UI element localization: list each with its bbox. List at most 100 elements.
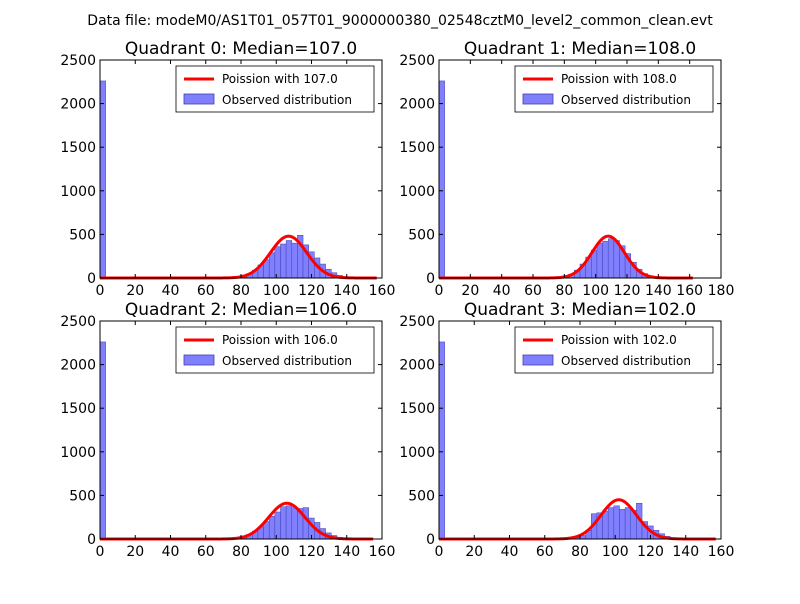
- x-tick-label: 40: [493, 283, 511, 299]
- x-tick-label: 140: [672, 544, 699, 560]
- x-tick-label: 40: [162, 544, 180, 560]
- histogram-bar: [624, 507, 632, 540]
- poisson-line: [99, 234, 378, 280]
- x-tick-label: 40: [501, 544, 519, 560]
- x-tick-label: 140: [333, 283, 360, 299]
- x-tick-label: 20: [126, 283, 144, 299]
- y-tick-label: 500: [408, 227, 435, 243]
- y-tick-label: 1500: [399, 140, 435, 156]
- histogram-bar: [596, 242, 603, 279]
- x-tick-label: 160: [369, 283, 396, 299]
- histogram-bar: [285, 240, 293, 279]
- histogram-bar: [302, 507, 309, 540]
- y-tick-label: 1500: [60, 140, 96, 156]
- axes-frame: [438, 59, 722, 279]
- x-tick-label: 120: [614, 283, 641, 299]
- y-tick-label: 2000: [60, 97, 96, 113]
- x-tick-label: 100: [263, 283, 290, 299]
- subplot-quadrant-1: 0 20 40 60 80 100 120 140 160 180 0 500 1000 1500 2000…: [399, 39, 734, 299]
- histogram-bar: [619, 509, 626, 540]
- y-tick-label: 2000: [399, 358, 435, 374]
- legend-label-observed: Observed distribution: [222, 93, 352, 107]
- x-tick-label: 40: [162, 283, 180, 299]
- x-tick-label: 0: [435, 544, 444, 560]
- y-tick-label: 2500: [399, 314, 435, 330]
- legend-label-observed: Observed distribution: [561, 93, 691, 107]
- x-tick-label: 140: [333, 544, 360, 560]
- histogram-bar: [291, 507, 298, 540]
- x-tick-label: 160: [708, 544, 735, 560]
- histogram-bar: [291, 242, 298, 279]
- x-tick-label: 120: [637, 544, 664, 560]
- poisson-line: [99, 501, 374, 541]
- x-tick-label: 60: [524, 283, 542, 299]
- legend-label-poisson: Poission with 106.0: [222, 333, 338, 347]
- y-tick-label: 1500: [399, 401, 435, 417]
- histogram-bar: [607, 238, 615, 279]
- legend-label-observed: Observed distribution: [561, 354, 691, 368]
- x-tick-label: 60: [536, 544, 554, 560]
- y-tick-label: 2500: [60, 314, 96, 330]
- poisson-line: [438, 234, 694, 280]
- legend-label-poisson: Poission with 102.0: [561, 333, 677, 347]
- histogram-bar: [99, 341, 106, 540]
- subplot-title: Quadrant 1: Median=108.0: [464, 39, 696, 59]
- histogram-bar: [438, 80, 445, 279]
- subplot-title: Quadrant 0: Median=107.0: [125, 39, 357, 59]
- x-tick-label: 160: [369, 544, 396, 560]
- legend: Poission with 102.0 Observed distribution: [514, 326, 714, 374]
- x-tick-label: 100: [602, 544, 629, 560]
- y-tick-label: 2000: [60, 358, 96, 374]
- y-tick-label: 500: [69, 488, 96, 504]
- y-tick-label: 1000: [399, 445, 435, 461]
- x-tick-label: 60: [197, 544, 215, 560]
- subplot-title: Quadrant 3: Median=102.0: [464, 300, 696, 320]
- histogram-bar: [607, 507, 615, 540]
- histogram-bar: [280, 506, 287, 540]
- y-tick-label: 500: [408, 488, 435, 504]
- y-tick-label: 0: [87, 532, 96, 548]
- histogram-bar: [285, 505, 293, 540]
- y-tick-label: 1000: [60, 445, 96, 461]
- x-tick-label: 60: [197, 283, 215, 299]
- legend: Poission with 106.0 Observed distribution: [175, 326, 375, 374]
- x-tick-label: 0: [96, 283, 105, 299]
- x-tick-label: 80: [555, 283, 573, 299]
- legend-label-observed: Observed distribution: [222, 354, 352, 368]
- y-tick-label: 0: [426, 532, 435, 548]
- y-tick-label: 1500: [60, 401, 96, 417]
- x-tick-label: 100: [263, 544, 290, 560]
- legend-bar-swatch: [183, 354, 215, 366]
- subplot-quadrant-2: 0 20 40 60 80 100 120 140 160 0 500 1000 1500 2000 250…: [60, 300, 395, 560]
- legend: Poission with 108.0 Observed distribution: [514, 65, 714, 113]
- y-tick-label: 0: [426, 271, 435, 287]
- x-tick-label: 160: [676, 283, 703, 299]
- histogram-bar: [274, 246, 281, 279]
- y-tick-label: 2500: [399, 53, 435, 69]
- x-tick-label: 140: [645, 283, 672, 299]
- histogram-bar: [280, 243, 287, 279]
- subplot-quadrant-0: 0 20 40 60 80 100 120 140 160 0 500 1000 1500 2000 250…: [60, 39, 395, 299]
- histogram-bar: [268, 252, 276, 279]
- legend: Poission with 107.0 Observed distribution: [175, 65, 375, 113]
- x-tick-label: 0: [96, 544, 105, 560]
- legend-label-poisson: Poission with 108.0: [561, 72, 677, 86]
- histogram-bar: [99, 80, 106, 279]
- x-tick-label: 80: [571, 544, 589, 560]
- x-tick-label: 20: [126, 544, 144, 560]
- x-tick-label: 120: [298, 283, 325, 299]
- x-tick-label: 20: [461, 283, 479, 299]
- y-tick-label: 500: [69, 227, 96, 243]
- y-tick-label: 1000: [60, 184, 96, 200]
- histogram-bar: [268, 516, 276, 540]
- poisson-line: [438, 498, 717, 541]
- histogram-bar: [602, 510, 609, 540]
- x-tick-label: 20: [465, 544, 483, 560]
- y-tick-label: 0: [87, 271, 96, 287]
- y-tick-label: 2000: [399, 97, 435, 113]
- histogram-bar: [613, 505, 620, 540]
- histogram-bar: [438, 341, 445, 540]
- x-tick-label: 0: [435, 283, 444, 299]
